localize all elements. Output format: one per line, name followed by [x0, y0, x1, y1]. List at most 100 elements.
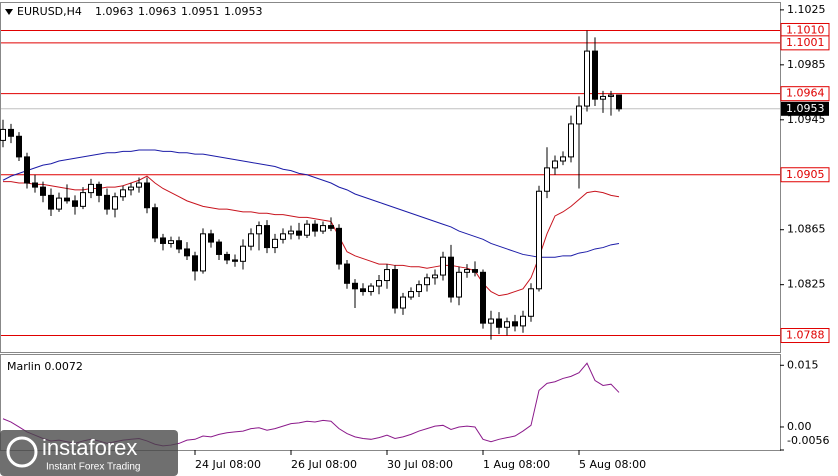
- candle-body: [344, 263, 350, 284]
- candle-body: [520, 315, 526, 327]
- indicator-tick-label: -0.0056: [787, 434, 829, 447]
- candle-body: [8, 128, 14, 137]
- candle-body: [80, 192, 86, 207]
- candle-body: [128, 186, 134, 191]
- y-tick-label: 1.0865: [787, 223, 826, 236]
- candle-body: [488, 318, 494, 324]
- candle-body: [584, 50, 590, 107]
- candle-body: [184, 248, 190, 257]
- candle-body: [464, 269, 470, 273]
- moving-average: [3, 175, 620, 297]
- candle-body: [24, 156, 30, 184]
- candle-body: [456, 271, 462, 298]
- candle-body: [408, 291, 414, 298]
- price-tag-box: [781, 101, 829, 116]
- candle-body: [0, 128, 6, 141]
- main-layer: 1.1025 1.0985 1.0945 1.0865 1.0825 24 Jul 08:…: [0, 3, 830, 471]
- watermark-name: instaforex: [42, 435, 137, 460]
- candle-body: [64, 197, 70, 202]
- candle-body: [560, 156, 566, 162]
- menu-triangle: [5, 9, 13, 15]
- candle-body: [504, 321, 510, 328]
- candle-body: [288, 230, 294, 235]
- candle-body: [272, 238, 278, 249]
- symbol-title: EURUSD,H4: [17, 5, 82, 18]
- candle-body: [208, 233, 214, 243]
- x-tick-label: 1 Aug 08:00: [483, 458, 550, 471]
- x-tick-label: 24 Jul 08:00: [195, 458, 261, 471]
- candle-body: [16, 135, 22, 158]
- candle-body: [216, 241, 222, 255]
- candle-body: [544, 167, 550, 192]
- candle-body: [528, 288, 534, 317]
- watermark: instaforex Instant Forex Trading: [0, 430, 178, 476]
- candle-body: [352, 282, 358, 290]
- y-tick-label: 1.1025: [787, 3, 826, 16]
- candle-body: [160, 237, 166, 244]
- candle-body: [104, 194, 110, 210]
- last-high: 1.0963: [138, 5, 177, 18]
- candle-body: [360, 288, 366, 293]
- level-label-box: [780, 35, 830, 51]
- candle-body: [136, 182, 142, 188]
- last-low: 1.0951: [181, 5, 220, 18]
- indicator-tick-label: 0.00: [787, 420, 812, 433]
- candle-body: [48, 194, 54, 210]
- candle-body: [448, 256, 454, 298]
- candle-body: [320, 225, 326, 232]
- candle-body: [592, 50, 598, 100]
- candle-body: [440, 256, 446, 276]
- candle-body: [144, 182, 150, 209]
- level-label: 1.1001: [786, 36, 825, 49]
- x-tick-label: 30 Jul 08:00: [387, 458, 453, 471]
- candle-body: [72, 200, 78, 207]
- candle-body: [304, 223, 310, 236]
- level-label-box: [780, 328, 830, 344]
- candle-body: [264, 225, 270, 249]
- candle-body: [280, 233, 286, 240]
- candle-body: [384, 269, 390, 282]
- x-tick-label: 26 Jul 08:00: [291, 458, 357, 471]
- candle-body: [496, 318, 502, 328]
- level-label: 1.0905: [786, 168, 825, 181]
- candle-body: [176, 240, 182, 250]
- candle-body: [472, 269, 478, 273]
- candle-body: [552, 160, 558, 169]
- x-tick-label: 5 Aug 08:00: [579, 458, 646, 471]
- indicator-panel: [0, 354, 781, 451]
- level-label-box: [780, 167, 830, 183]
- candle-body: [432, 274, 438, 279]
- candle-body: [248, 233, 254, 247]
- candle-body: [224, 253, 230, 261]
- candle-body: [400, 296, 406, 309]
- candle-body: [240, 245, 246, 262]
- level-label: 1.0788: [786, 329, 825, 342]
- level-label-box: [780, 86, 830, 102]
- candle-body: [416, 284, 422, 293]
- watermark-tagline: Instant Forex Trading: [46, 462, 141, 473]
- watermark-box: [0, 430, 178, 476]
- candle-body: [296, 230, 302, 236]
- candle-body: [608, 94, 614, 97]
- candle-body: [152, 207, 158, 239]
- candle-body: [32, 182, 38, 188]
- candle-body: [512, 321, 518, 327]
- candle-body: [328, 225, 334, 229]
- candle-body: [192, 255, 198, 272]
- indicator-title: Marlin 0.0072: [7, 360, 83, 373]
- candle-body: [568, 123, 574, 158]
- indicator-tick-label: 0.015: [787, 358, 819, 371]
- price-tag: 1.0953: [786, 102, 825, 115]
- last-close: 1.0953: [224, 5, 263, 18]
- candle-body: [336, 227, 342, 265]
- watermark-icon: [6, 436, 38, 468]
- candle-body: [96, 183, 102, 196]
- level-label: 1.1010: [786, 23, 825, 36]
- candle-body: [88, 183, 94, 194]
- candle-body: [424, 277, 430, 286]
- candle-body: [576, 105, 582, 125]
- candle-body: [376, 280, 382, 287]
- candle-body: [256, 225, 262, 235]
